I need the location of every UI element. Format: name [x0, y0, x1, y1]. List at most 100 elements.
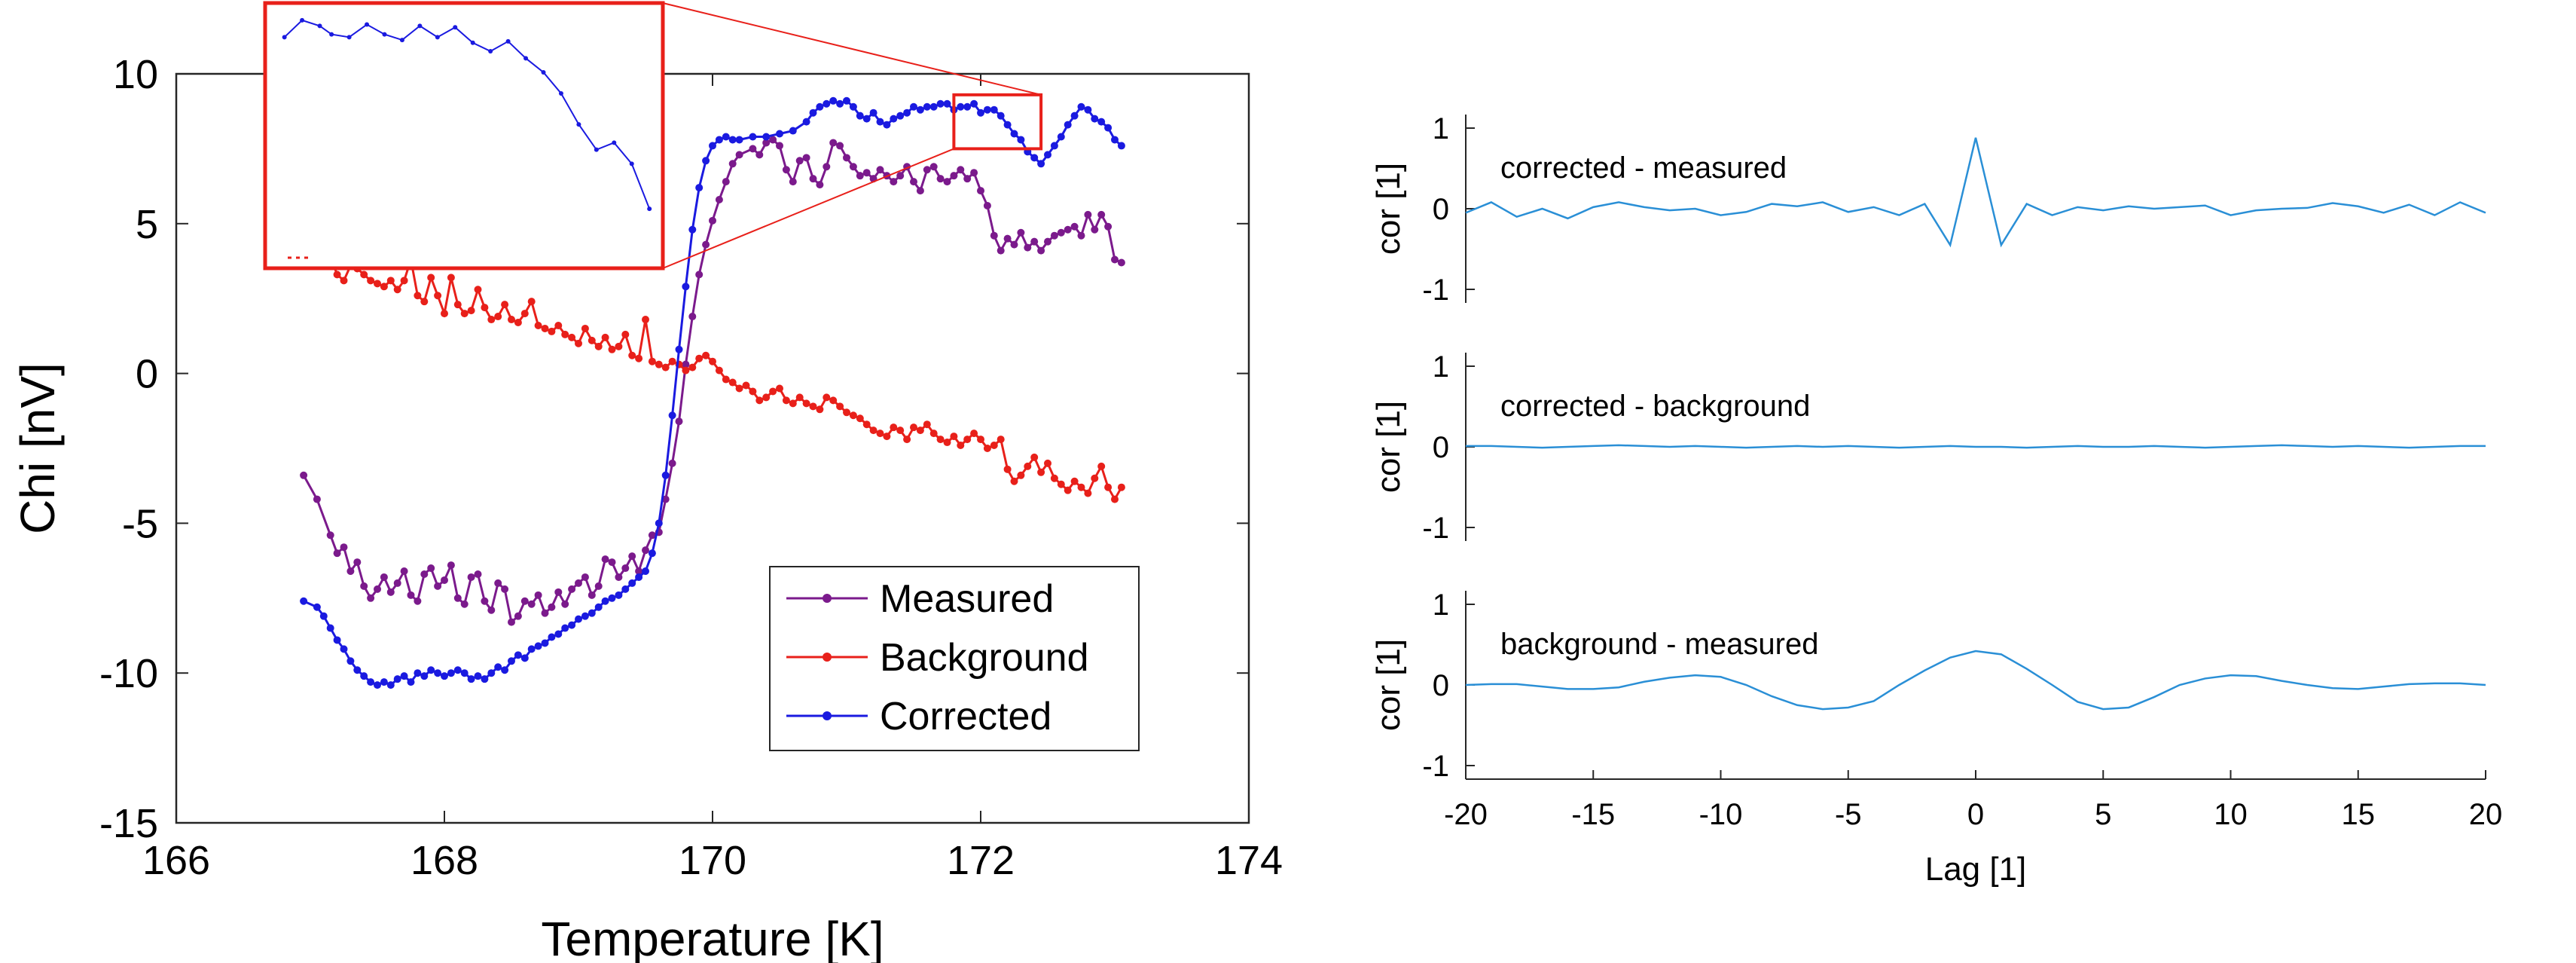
data-point — [990, 231, 998, 240]
data-point — [467, 675, 475, 683]
data-point — [1097, 118, 1106, 126]
inset-point — [346, 35, 352, 40]
inset-point — [435, 35, 440, 40]
data-point — [782, 396, 790, 405]
data-point — [963, 102, 972, 111]
data-point — [929, 163, 938, 171]
data-point — [735, 384, 743, 393]
data-point — [742, 381, 750, 390]
data-point — [916, 105, 924, 114]
x-tick-label: 20 — [2469, 798, 2503, 831]
data-point — [1064, 121, 1072, 129]
y-tick-label: 0 — [1433, 669, 1449, 702]
data-point — [353, 558, 362, 567]
data-point — [943, 99, 951, 108]
y-tick-label: -1 — [1422, 274, 1449, 307]
data-point — [1003, 465, 1012, 473]
data-point — [735, 151, 743, 159]
data-point — [594, 603, 603, 611]
data-point — [1064, 486, 1072, 494]
data-point — [1091, 115, 1099, 123]
data-point — [997, 112, 1005, 120]
data-point — [856, 112, 864, 120]
data-point — [527, 298, 536, 306]
data-point — [453, 301, 462, 309]
data-point — [1091, 474, 1099, 482]
data-point — [386, 681, 395, 689]
data-point — [615, 573, 623, 581]
data-point — [527, 645, 536, 653]
data-point — [427, 564, 435, 573]
data-point — [916, 187, 924, 195]
data-point — [568, 333, 576, 341]
data-point — [615, 342, 623, 350]
data-point — [782, 166, 790, 174]
data-point — [950, 433, 958, 441]
data-point — [1003, 121, 1012, 129]
series-corrected — [300, 96, 1125, 689]
data-point — [588, 336, 596, 344]
legend: Measured Background Corrected — [769, 566, 1140, 751]
inset-point — [612, 140, 617, 145]
data-point — [313, 495, 321, 503]
data-point — [836, 99, 844, 108]
zoom-region — [952, 93, 1043, 151]
data-point — [715, 195, 723, 203]
data-point — [420, 570, 429, 578]
data-point — [474, 286, 482, 294]
data-point — [393, 286, 401, 294]
data-point — [1044, 237, 1051, 246]
legend-label: Measured — [880, 577, 1054, 621]
data-point — [661, 471, 670, 479]
y-tick-label: 1 — [1433, 588, 1449, 622]
inset-point — [647, 206, 652, 212]
data-point — [628, 552, 636, 561]
data-point — [534, 642, 542, 650]
data-point — [501, 301, 509, 309]
data-point — [508, 657, 515, 665]
data-point — [494, 663, 502, 671]
data-point — [501, 585, 509, 593]
data-point — [407, 591, 415, 599]
data-point — [1097, 462, 1106, 470]
data-point — [923, 102, 931, 111]
data-point — [1111, 136, 1119, 144]
y-tick-label: -10 — [99, 651, 158, 696]
data-point — [453, 594, 462, 602]
data-point — [876, 166, 884, 174]
data-point — [374, 280, 381, 288]
data-point — [957, 442, 965, 450]
inset-point — [558, 91, 563, 96]
data-point — [722, 375, 730, 384]
data-point — [628, 579, 636, 587]
temperature-chart: 166 168 170 172 174 -15 -10 -5 0 5 10 Temperature [… — [11, 1, 1283, 963]
data-point — [427, 274, 435, 282]
data-point — [380, 283, 388, 291]
x-tick-label: 15 — [2342, 798, 2376, 831]
data-point — [936, 175, 945, 183]
y-axis-label: cor [1] — [1370, 639, 1407, 731]
y-tick-label: 5 — [136, 202, 158, 247]
data-point — [957, 166, 965, 174]
inset-point — [399, 38, 404, 43]
series-measured — [300, 136, 1125, 626]
data-point — [1117, 142, 1125, 150]
inset-point — [505, 38, 511, 44]
data-point — [950, 172, 958, 180]
data-point — [1010, 240, 1018, 249]
data-point — [849, 102, 857, 111]
data-point — [400, 567, 408, 576]
data-point — [755, 396, 764, 405]
correlation-line — [1465, 137, 2486, 248]
data-point — [1070, 222, 1079, 231]
data-point — [695, 354, 704, 362]
data-point — [1070, 477, 1079, 485]
data-point — [963, 436, 972, 444]
x-tick-label: -20 — [1444, 798, 1488, 831]
data-point — [487, 606, 496, 614]
data-point — [910, 178, 917, 186]
data-point — [977, 187, 984, 195]
data-point — [481, 675, 489, 683]
data-point — [823, 163, 831, 171]
legend-label: Corrected — [880, 695, 1051, 738]
